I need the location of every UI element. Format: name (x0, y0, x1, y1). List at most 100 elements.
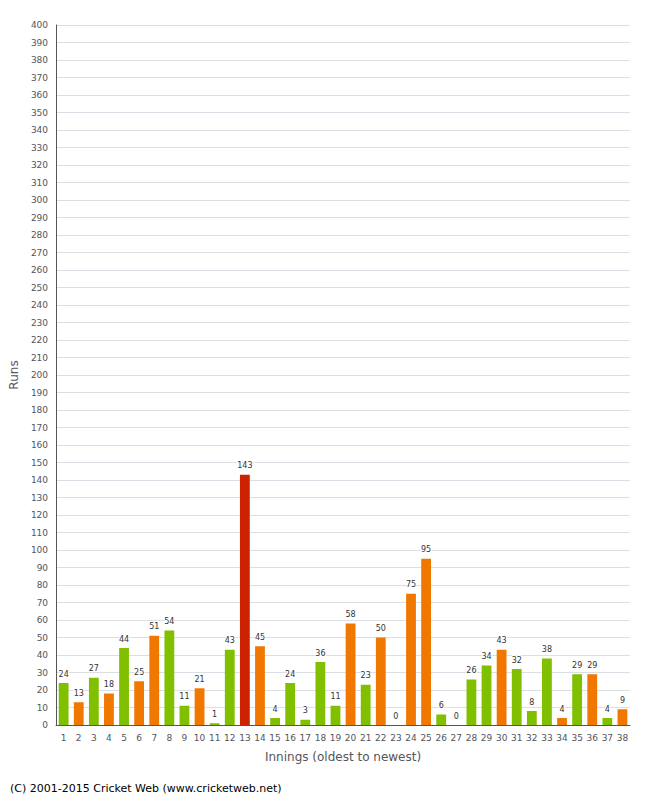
svg-text:38: 38 (542, 645, 552, 654)
svg-text:220: 220 (31, 335, 48, 345)
svg-text:4: 4 (106, 733, 112, 743)
svg-text:32: 32 (512, 656, 522, 665)
svg-text:170: 170 (31, 423, 48, 433)
svg-text:1: 1 (61, 733, 67, 743)
svg-text:110: 110 (31, 528, 48, 538)
svg-text:45: 45 (255, 633, 265, 642)
svg-text:23: 23 (390, 733, 401, 743)
svg-text:29: 29 (587, 661, 597, 670)
svg-text:250: 250 (31, 283, 48, 293)
svg-text:11: 11 (330, 692, 340, 701)
svg-text:380: 380 (31, 55, 48, 65)
svg-text:290: 290 (31, 213, 48, 223)
svg-text:2: 2 (76, 733, 82, 743)
svg-text:12: 12 (224, 733, 235, 743)
svg-text:270: 270 (31, 248, 48, 258)
svg-text:0: 0 (393, 712, 398, 721)
svg-text:190: 190 (31, 388, 48, 398)
svg-text:4: 4 (559, 705, 564, 714)
svg-text:3: 3 (91, 733, 97, 743)
svg-text:43: 43 (225, 636, 235, 645)
svg-text:50: 50 (376, 624, 386, 633)
svg-text:7: 7 (151, 733, 157, 743)
svg-text:11: 11 (179, 692, 189, 701)
svg-text:27: 27 (89, 664, 99, 673)
svg-text:24: 24 (405, 733, 417, 743)
svg-text:40: 40 (37, 650, 49, 660)
svg-text:19: 19 (330, 733, 342, 743)
svg-text:4: 4 (273, 705, 278, 714)
svg-text:18: 18 (315, 733, 327, 743)
svg-text:28: 28 (466, 733, 478, 743)
svg-text:23: 23 (361, 671, 371, 680)
svg-text:20: 20 (345, 733, 357, 743)
svg-text:400: 400 (31, 20, 48, 30)
svg-text:30: 30 (496, 733, 508, 743)
svg-text:180: 180 (31, 405, 48, 415)
svg-text:150: 150 (31, 458, 48, 468)
svg-text:22: 22 (375, 733, 386, 743)
svg-text:24: 24 (59, 670, 69, 679)
svg-text:75: 75 (406, 580, 416, 589)
svg-text:16: 16 (284, 733, 296, 743)
svg-text:31: 31 (511, 733, 522, 743)
svg-text:43: 43 (497, 636, 507, 645)
svg-text:120: 120 (31, 510, 48, 520)
svg-text:27: 27 (451, 733, 462, 743)
svg-text:130: 130 (31, 493, 48, 503)
svg-text:70: 70 (37, 598, 49, 608)
svg-text:280: 280 (31, 230, 48, 240)
svg-text:54: 54 (164, 617, 174, 626)
svg-text:10: 10 (194, 733, 206, 743)
svg-text:9: 9 (182, 733, 188, 743)
svg-text:35: 35 (571, 733, 582, 743)
svg-text:37: 37 (602, 733, 613, 743)
svg-text:34: 34 (481, 652, 491, 661)
svg-text:13: 13 (239, 733, 250, 743)
svg-text:44: 44 (119, 635, 129, 644)
svg-text:320: 320 (31, 160, 48, 170)
svg-text:34: 34 (556, 733, 568, 743)
svg-text:13: 13 (74, 689, 84, 698)
svg-text:310: 310 (31, 178, 48, 188)
svg-text:30: 30 (37, 668, 49, 678)
svg-text:90: 90 (37, 563, 49, 573)
svg-text:143: 143 (237, 461, 252, 470)
svg-text:1: 1 (212, 710, 217, 719)
svg-text:29: 29 (572, 661, 582, 670)
svg-text:24: 24 (285, 670, 295, 679)
svg-text:50: 50 (37, 633, 49, 643)
svg-text:15: 15 (269, 733, 280, 743)
svg-text:33: 33 (541, 733, 552, 743)
svg-text:36: 36 (587, 733, 599, 743)
svg-text:(C) 2001-2015 Cricket Web (www: (C) 2001-2015 Cricket Web (www.cricketwe… (10, 782, 282, 795)
svg-text:38: 38 (617, 733, 629, 743)
svg-text:11: 11 (209, 733, 220, 743)
svg-text:32: 32 (526, 733, 537, 743)
svg-text:17: 17 (300, 733, 311, 743)
svg-text:29: 29 (481, 733, 493, 743)
svg-text:14: 14 (254, 733, 266, 743)
svg-text:5: 5 (121, 733, 127, 743)
svg-text:26: 26 (466, 666, 476, 675)
svg-text:10: 10 (37, 703, 49, 713)
svg-text:6: 6 (136, 733, 142, 743)
svg-text:80: 80 (37, 580, 49, 590)
svg-text:200: 200 (31, 370, 48, 380)
svg-text:51: 51 (149, 622, 159, 631)
svg-text:340: 340 (31, 125, 48, 135)
svg-text:25: 25 (420, 733, 431, 743)
svg-text:140: 140 (31, 475, 48, 485)
svg-text:0: 0 (454, 712, 459, 721)
svg-text:60: 60 (37, 615, 49, 625)
svg-text:8: 8 (529, 698, 534, 707)
svg-text:Runs: Runs (7, 360, 21, 389)
svg-text:0: 0 (42, 720, 48, 730)
svg-text:100: 100 (31, 545, 48, 555)
svg-text:360: 360 (31, 90, 48, 100)
svg-text:21: 21 (194, 675, 204, 684)
svg-text:390: 390 (31, 38, 48, 48)
svg-text:9: 9 (620, 696, 625, 705)
svg-text:Innings (oldest to newest): Innings (oldest to newest) (265, 750, 421, 764)
svg-text:25: 25 (134, 668, 144, 677)
